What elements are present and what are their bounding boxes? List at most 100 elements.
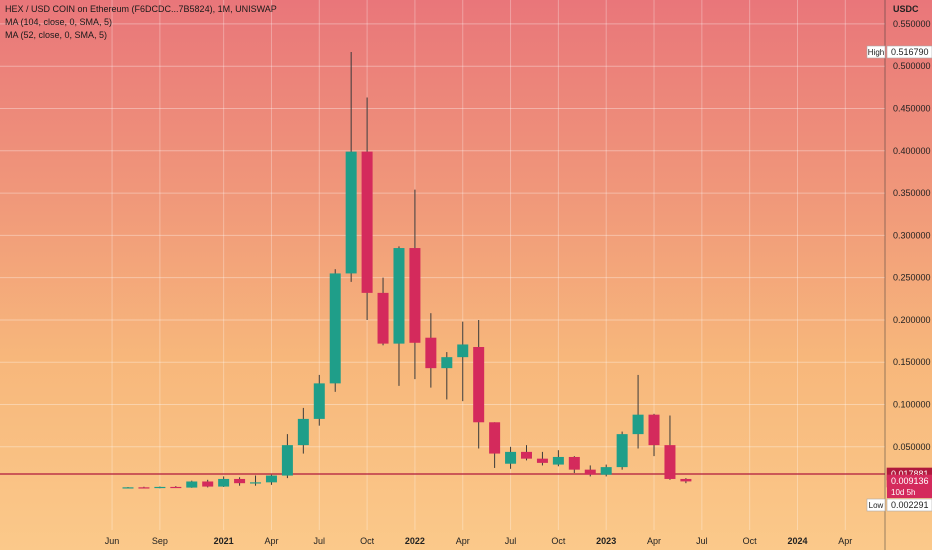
candle (632, 374, 644, 449)
y-tick-label: 0.450000 (893, 103, 931, 113)
high-marker-label-box (866, 45, 886, 59)
chart-legend: HEX / USD COIN on Ethereum (F6DCDC...7B5… (5, 3, 277, 42)
indicator-ma-104[interactable]: MA (104, close, 0, SMA, 5) (5, 17, 113, 27)
candle-body-up (505, 451, 517, 464)
countdown-marker: 10d 5h (887, 487, 932, 498)
candle-body-down (409, 248, 421, 343)
candle-body-down (648, 414, 660, 446)
candle-body-up (297, 418, 309, 446)
candle-body-down (170, 486, 182, 489)
candle (393, 246, 405, 386)
candle (377, 277, 389, 346)
candle-body-up (329, 273, 341, 384)
low-marker-label-box (866, 498, 886, 512)
candle (680, 478, 692, 484)
candle (425, 313, 437, 388)
countdown-box (887, 487, 932, 498)
y-tick-label: 0.350000 (893, 188, 931, 198)
candle (648, 413, 660, 457)
candle (186, 480, 198, 488)
candle-body-up (122, 487, 134, 489)
current-price-marker-value: 0.017881 (891, 469, 929, 479)
x-tick-label: Jul (314, 536, 326, 546)
symbol-title[interactable]: HEX / USD COIN on Ethereum (F6DCDC...7B5… (5, 4, 277, 14)
last-price-marker: 0.009136 (886, 474, 932, 488)
candle (473, 319, 485, 449)
high-marker-value: 0.516790 (891, 47, 929, 57)
candle (568, 456, 580, 474)
axis-layer: 0.550000 0.500000 0.450000 0.400000 0.350000… (105, 0, 931, 550)
candle-body-down (425, 337, 437, 369)
candle-body-up (313, 383, 325, 419)
candle (281, 434, 293, 479)
candle-body-down (377, 292, 389, 344)
x-tick-label: 2022 (405, 536, 425, 546)
candle-body-down (473, 347, 485, 423)
candle (234, 477, 246, 486)
candle (616, 431, 628, 470)
candle-body-down (568, 456, 580, 470)
candle (297, 407, 309, 454)
candle (521, 445, 532, 461)
candle-body-down (584, 469, 596, 475)
low-marker-value-box (886, 498, 932, 512)
candle (361, 97, 373, 320)
candle (457, 321, 469, 402)
high-marker-label: High (868, 48, 884, 57)
y-tick-label: 0.500000 (893, 61, 931, 71)
candle (250, 475, 262, 486)
x-tick-label: Sep (152, 536, 168, 546)
low-marker-label: Low (869, 501, 884, 510)
x-tick-label: Apr (647, 536, 661, 546)
x-tick-label: Apr (838, 536, 852, 546)
x-tick-label: Apr (456, 536, 470, 546)
candle (600, 464, 612, 477)
candle (138, 486, 150, 489)
x-tick-label: Oct (551, 536, 566, 546)
candle (265, 474, 277, 485)
last-price-marker-value: 0.009136 (891, 476, 929, 486)
candle-body-up (265, 475, 277, 483)
candle-body-down (202, 481, 214, 487)
low-marker: Low 0.002291 (866, 498, 932, 512)
candle-body-down (536, 458, 548, 463)
x-tick-label: 2021 (214, 536, 234, 546)
candle (441, 352, 453, 400)
candle-body-up (632, 414, 644, 435)
y-tick-label: 0.050000 (893, 442, 931, 452)
y-tick-label: 0.550000 (893, 19, 931, 29)
x-tick-label: Apr (264, 536, 278, 546)
indicator-ma-52[interactable]: MA (52, close, 0, SMA, 5) (5, 30, 108, 40)
candle-layer (122, 51, 692, 489)
grid-layer (0, 473, 885, 475)
candle-body-up (600, 467, 612, 475)
y-tick-label: 0.400000 (893, 146, 931, 156)
candle-body-up (457, 344, 469, 358)
candle (489, 422, 501, 468)
candle-body-up (218, 478, 230, 487)
candle-body-up (441, 357, 453, 369)
x-tick-label: Oct (743, 536, 758, 546)
candle-body-up (552, 456, 564, 465)
candle (536, 451, 548, 466)
candle (552, 450, 564, 467)
candle-body-down (521, 451, 532, 459)
x-tick-label: Jul (505, 536, 517, 546)
countdown-text: 10d 5h (891, 488, 915, 497)
x-tick-label: 2024 (787, 536, 807, 546)
candle (505, 446, 517, 469)
price-axis-unit: USDC (893, 4, 919, 14)
candle (170, 486, 182, 489)
candle-body-down (680, 478, 692, 482)
high-marker: High 0.516790 (866, 45, 932, 59)
candle (313, 374, 325, 426)
candle (345, 51, 357, 282)
y-tick-label: 0.200000 (893, 315, 931, 325)
high-marker-value-box (886, 45, 932, 59)
x-tick-label: Jul (696, 536, 708, 546)
candle (202, 479, 214, 488)
candle (122, 486, 134, 489)
